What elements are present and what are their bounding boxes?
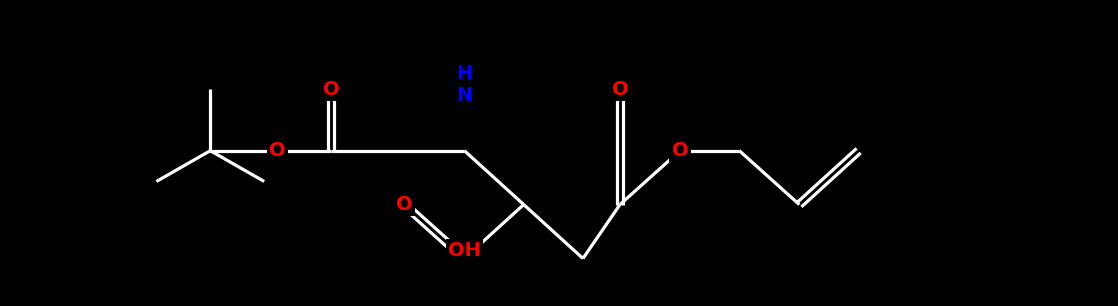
Text: O: O <box>612 80 628 99</box>
Text: O: O <box>396 195 413 214</box>
Text: OH: OH <box>448 241 481 260</box>
Text: O: O <box>672 141 689 160</box>
Text: O: O <box>323 80 340 99</box>
Text: O: O <box>269 141 285 160</box>
Text: H
N: H N <box>456 64 473 105</box>
